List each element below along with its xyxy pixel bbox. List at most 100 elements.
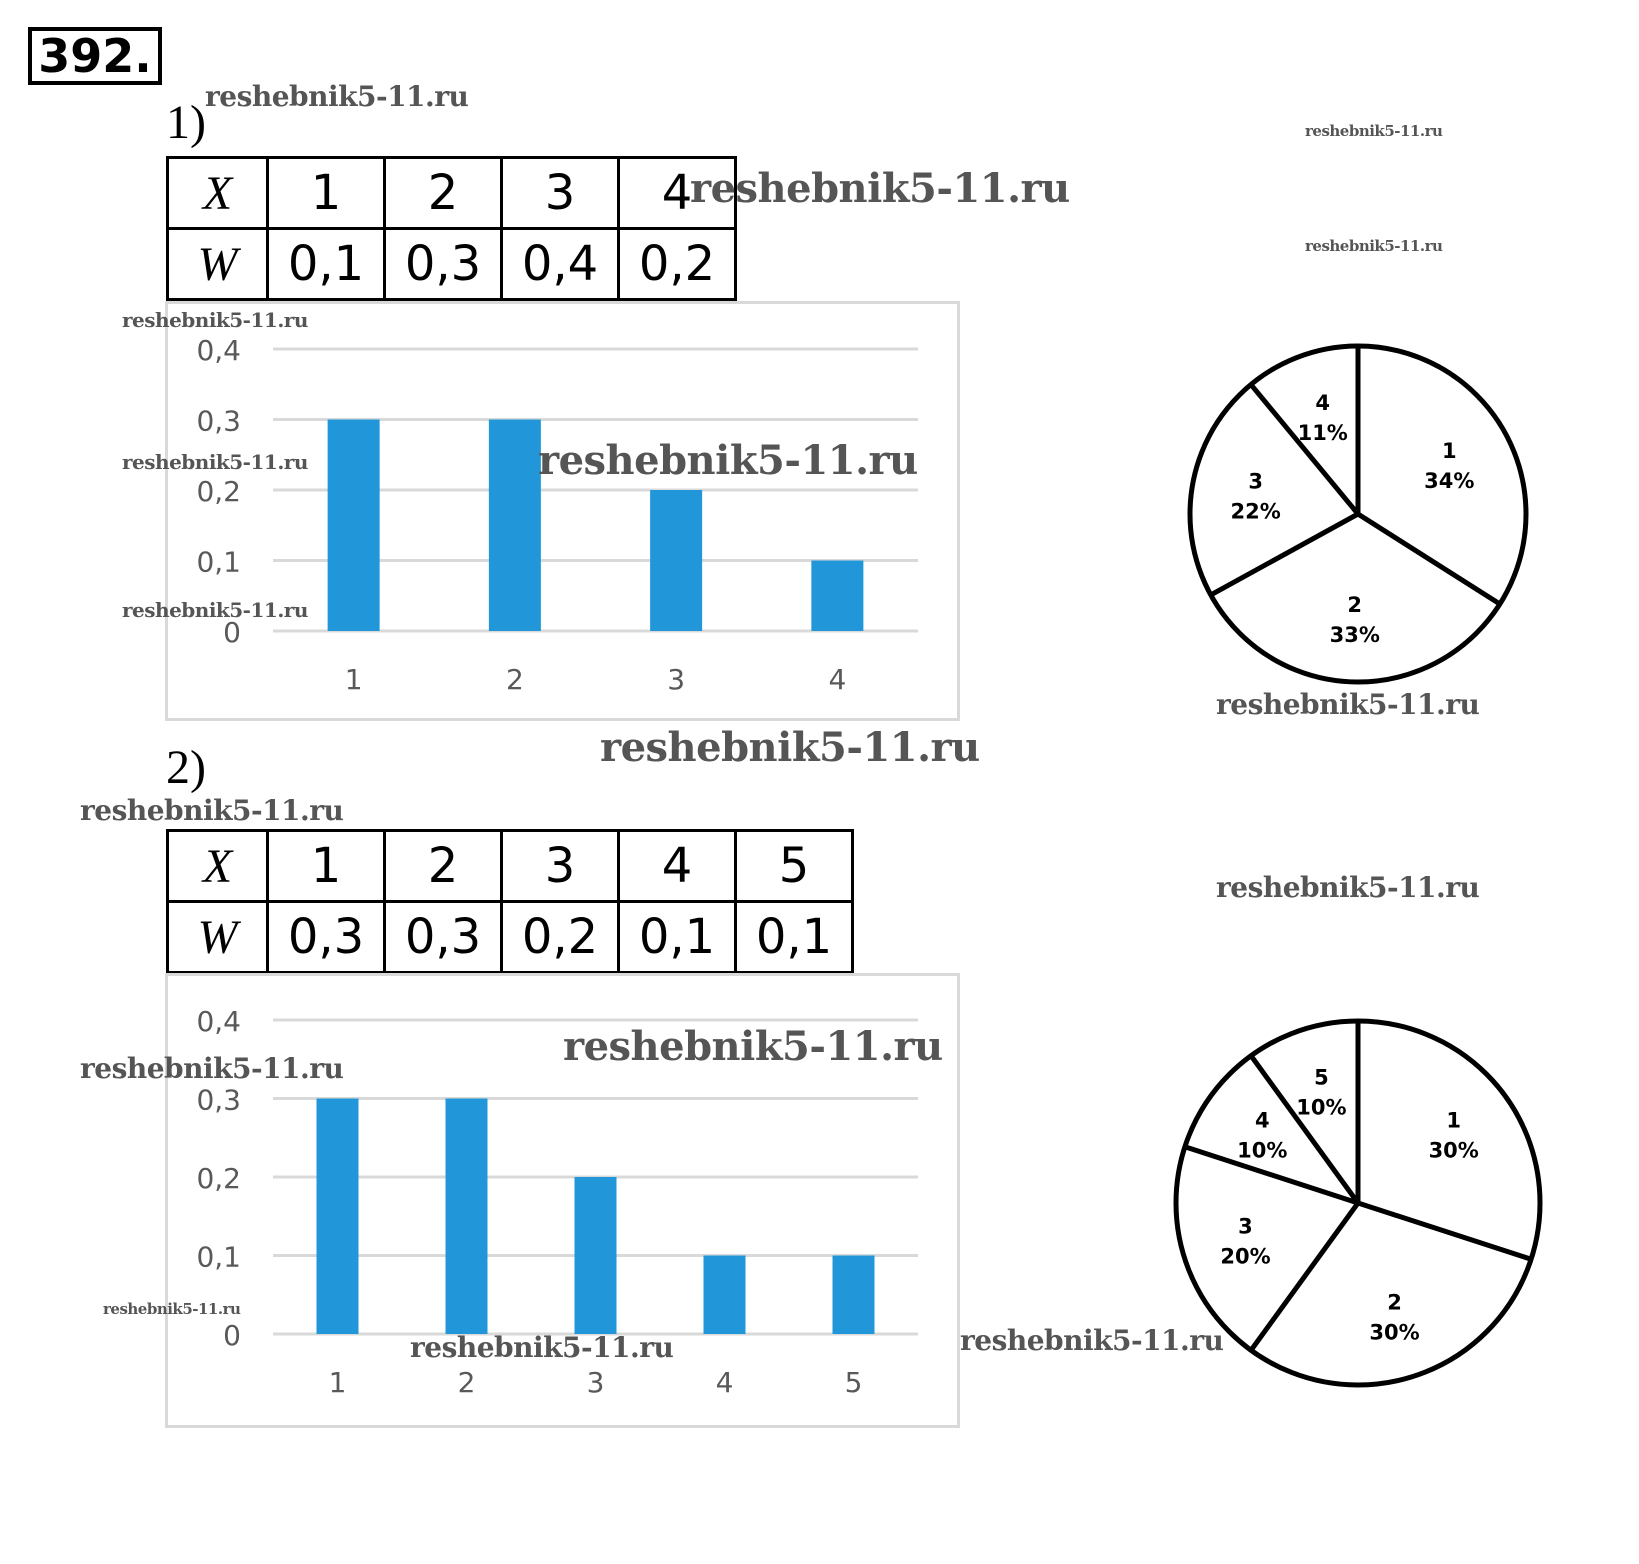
x-tick-label: 1 [345,663,363,696]
x-tick-label: 3 [587,1366,605,1399]
part1-x-row: X 1 2 3 4 [166,156,737,230]
pie-slice-boundary [1357,1200,1532,1262]
w-header: W [166,900,269,974]
w-cell: 0,3 [383,227,503,301]
w-header: W [166,227,269,301]
watermark: reshebnik5-11.ru [1305,122,1443,140]
pie-slice-percent: 10% [1296,1095,1346,1119]
pie-slice-percent: 34% [1424,469,1474,493]
y-tick-label: 0,3 [196,405,241,438]
part2-x-row: X 1 2 3 4 5 [166,829,854,903]
x-cell: 3 [500,829,620,903]
problem-number: 392. [28,27,162,85]
watermark: reshebnik5-11.ru [410,1331,674,1364]
pie-slice-boundary [1248,382,1360,516]
watermark: reshebnik5-11.ru [1305,237,1443,255]
part2-w-row: W 0,3 0,3 0,2 0,1 0,1 [166,900,854,974]
bar [703,1255,746,1334]
bar [832,1255,875,1334]
y-tick-label: 0 [223,1319,241,1352]
x-tick-label: 2 [506,663,524,696]
part1-table: X 1 2 3 4 W 0,1 0,3 0,4 0,2 [166,156,737,301]
w-cell: 0,1 [266,227,386,301]
w-cell: 0,1 [617,900,737,974]
y-tick-label: 0,4 [196,1005,241,1038]
y-tick-label: 0,2 [196,1162,241,1195]
w-cell: 0,1 [734,900,854,974]
bar-chart-2: 0 0,1 0,2 0,3 0,4 1 2 3 4 5 [196,1005,918,1399]
pie-chart-2: 1 30% 2 30% 3 20% 4 10% 5 10% [1173,1018,1543,1388]
x-cell: 1 [266,829,386,903]
pie-slice-label: 3 [1248,469,1263,493]
x-header: X [166,156,269,230]
part1-w-row: W 0,1 0,3 0,4 0,2 [166,227,737,301]
pie-slice-percent: 30% [1429,1138,1479,1162]
watermark: reshebnik5-11.ru [600,724,980,771]
pie-slice-label: 1 [1442,439,1457,463]
pie-slice-boundary [1249,1054,1361,1205]
pie-slice-percent: 10% [1237,1138,1287,1162]
watermark: reshebnik5-11.ru [122,308,308,332]
watermark: reshebnik5-11.ru [103,1300,241,1318]
pie-slice-label: 5 [1314,1065,1329,1089]
pie-slice-boundary [1356,511,1502,607]
watermark: reshebnik5-11.ru [205,80,469,113]
bar-chart-1: 0 0,1 0,2 0,3 0,4 1 2 3 4 [196,334,918,696]
bar [445,1098,488,1334]
part1-label: 1) [166,96,206,149]
x-tick-label: 3 [667,663,685,696]
pie-slice-boundary [1184,1144,1359,1206]
bar [316,1098,359,1334]
pie-slice-percent: 20% [1220,1245,1270,1269]
watermark: reshebnik5-11.ru [538,437,918,484]
pie-slice-label: 2 [1347,593,1362,617]
bar [327,419,380,631]
watermark: reshebnik5-11.ru [690,165,1070,212]
x-tick-label: 5 [845,1366,863,1399]
pie-chart-1: 1 34% 2 33% 3 22% 4 11% [1187,343,1529,685]
bar [574,1177,617,1334]
x-cell: 2 [383,829,503,903]
pie-slice-boundary [1209,511,1360,598]
y-tick-label: 0,2 [196,475,241,508]
watermark: reshebnik5-11.ru [1216,871,1480,904]
pie-slice-percent: 33% [1330,623,1380,647]
w-cell: 0,3 [383,900,503,974]
pie-slice-label: 2 [1387,1291,1402,1315]
w-cell: 0,2 [617,227,737,301]
watermark: reshebnik5-11.ru [960,1324,1224,1357]
bar-chart-2-frame: 0 0,1 0,2 0,3 0,4 1 2 3 4 5 [165,973,960,1428]
part2-label: 2) [166,741,206,794]
watermark: reshebnik5-11.ru [122,598,308,622]
x-cell: 1 [266,156,386,230]
bar [650,490,703,631]
x-cell: 2 [383,156,503,230]
y-tick-label: 0,4 [196,334,241,367]
x-cell: 4 [617,829,737,903]
w-cell: 0,2 [500,900,620,974]
watermark: reshebnik5-11.ru [1216,688,1480,721]
x-cell: 3 [500,156,620,230]
y-tick-label: 0,1 [196,546,241,579]
part2-table: X 1 2 3 4 5 W 0,3 0,3 0,2 0,1 0,1 [166,829,854,974]
bar-chart-1-frame: 0 0,1 0,2 0,3 0,4 1 2 3 4 [165,301,960,721]
x-tick-label: 4 [716,1366,734,1399]
pie-slice-percent: 30% [1369,1321,1419,1345]
x-tick-label: 4 [828,663,846,696]
watermark: reshebnik5-11.ru [80,1052,344,1085]
y-tick-label: 0,3 [196,1084,241,1117]
w-cell: 0,3 [266,900,386,974]
y-tick-label: 0,1 [196,1241,241,1274]
x-tick-label: 2 [458,1366,476,1399]
x-header: X [166,829,269,903]
pie-slice-percent: 11% [1298,421,1348,445]
pie-slice-label: 4 [1255,1108,1270,1132]
y-tick-label: 0 [223,616,241,649]
x-cell: 4 [617,156,737,230]
pie-slice-label: 3 [1238,1215,1253,1239]
pie-slice-percent: 22% [1231,499,1281,523]
watermark: reshebnik5-11.ru [122,450,308,474]
pie-slice-label: 4 [1315,391,1330,415]
pie-slice-boundary [1249,1201,1361,1352]
bar [811,560,864,631]
